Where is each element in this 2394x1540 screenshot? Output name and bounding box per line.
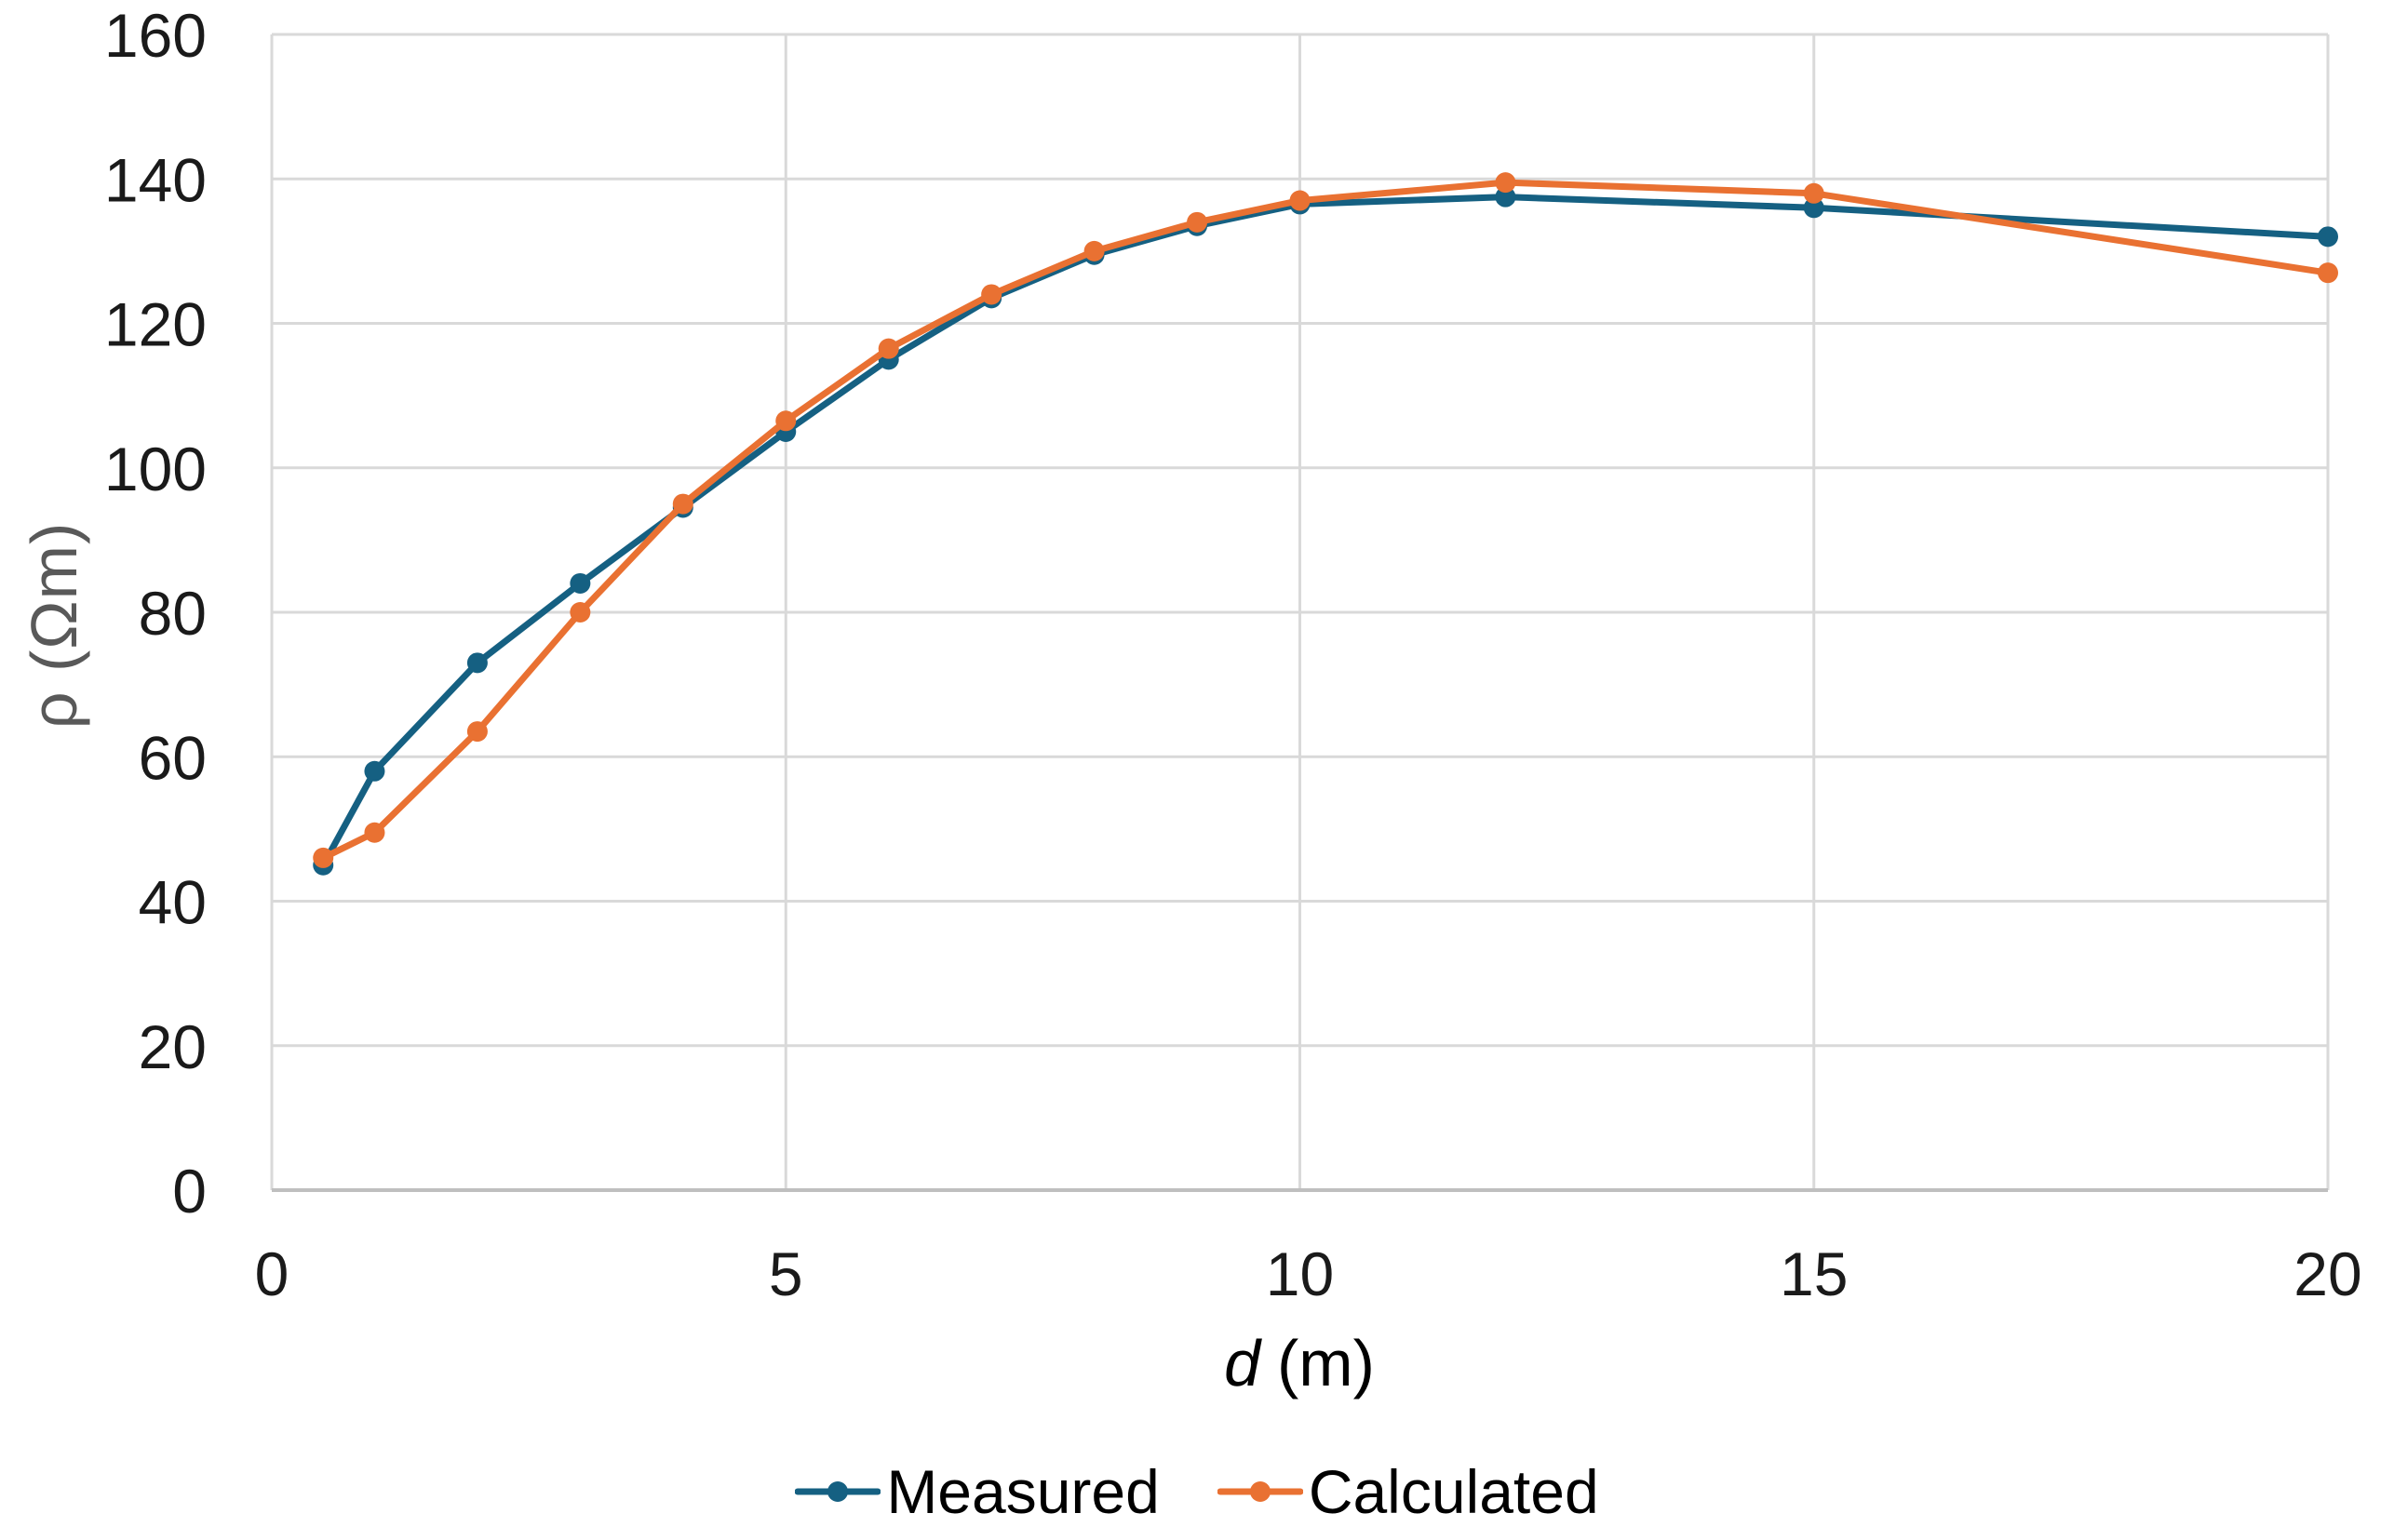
series-line-measured [319,194,2332,869]
y-tick-label: 160 [104,1,207,70]
series-line-calculated [319,179,2332,862]
legend-item-measured: Measured [795,1456,1160,1527]
x-axis-unit: (m) [1277,1327,1375,1399]
y-tick-label: 140 [104,145,207,214]
x-tick-label: 0 [255,1239,289,1308]
data-point-calculated [1803,182,1824,204]
y-tick-label: 20 [139,1012,207,1081]
x-tick-label: 15 [1780,1239,1848,1308]
data-point-calculated [1187,211,1208,233]
data-point-calculated [775,410,797,432]
data-point-measured [570,572,591,594]
x-tick-label: 5 [769,1239,803,1308]
x-tick-label: 20 [2293,1239,2361,1308]
y-tick-label: 60 [139,723,207,792]
legend: Measured Calculated [0,1450,2394,1533]
data-point-calculated [672,493,693,515]
data-point-calculated [1289,190,1311,211]
y-tick-label: 100 [104,435,207,503]
data-point-calculated [878,338,899,359]
legend-label: Measured [886,1457,1160,1526]
data-point-calculated [1083,240,1105,261]
legend-marker-icon [795,1481,881,1502]
data-point-measured [2318,226,2338,248]
x-tick-label: 10 [1266,1239,1334,1308]
data-point-measured [1495,186,1516,208]
data-point-calculated [364,822,385,843]
legend-marker-icon [1217,1481,1303,1502]
y-axis-title: ρ (Ωm) [18,521,90,730]
data-point-calculated [570,602,591,623]
y-tick-label: 0 [172,1157,207,1225]
data-point-measured [1803,197,1824,219]
y-tick-label: 120 [104,290,207,359]
data-point-measured [364,760,385,782]
data-point-measured [466,652,488,674]
data-point-calculated [1495,172,1516,194]
data-point-calculated [981,284,1002,305]
y-tick-label: 40 [139,868,207,937]
y-tick-label: 80 [139,579,207,648]
data-point-calculated [2318,262,2338,284]
legend-label: Calculated [1308,1457,1599,1526]
x-axis-title: d (m) [1224,1326,1375,1400]
x-axis-variable: d [1224,1327,1260,1399]
legend-item-calculated: Calculated [1217,1456,1599,1527]
data-point-calculated [313,847,334,868]
data-point-calculated [466,721,488,743]
